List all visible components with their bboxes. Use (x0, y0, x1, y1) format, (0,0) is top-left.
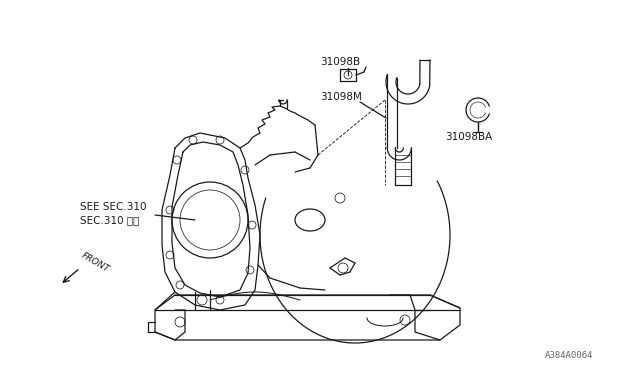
Text: A384A0064: A384A0064 (545, 351, 593, 360)
Text: 31098BA: 31098BA (445, 132, 492, 142)
Text: FRONT: FRONT (80, 251, 111, 274)
Text: 31098B: 31098B (320, 57, 360, 67)
Text: SEC.310 参照: SEC.310 参照 (80, 215, 140, 225)
Text: SEE SEC.310: SEE SEC.310 (80, 202, 147, 212)
Text: 31098M: 31098M (320, 92, 362, 102)
